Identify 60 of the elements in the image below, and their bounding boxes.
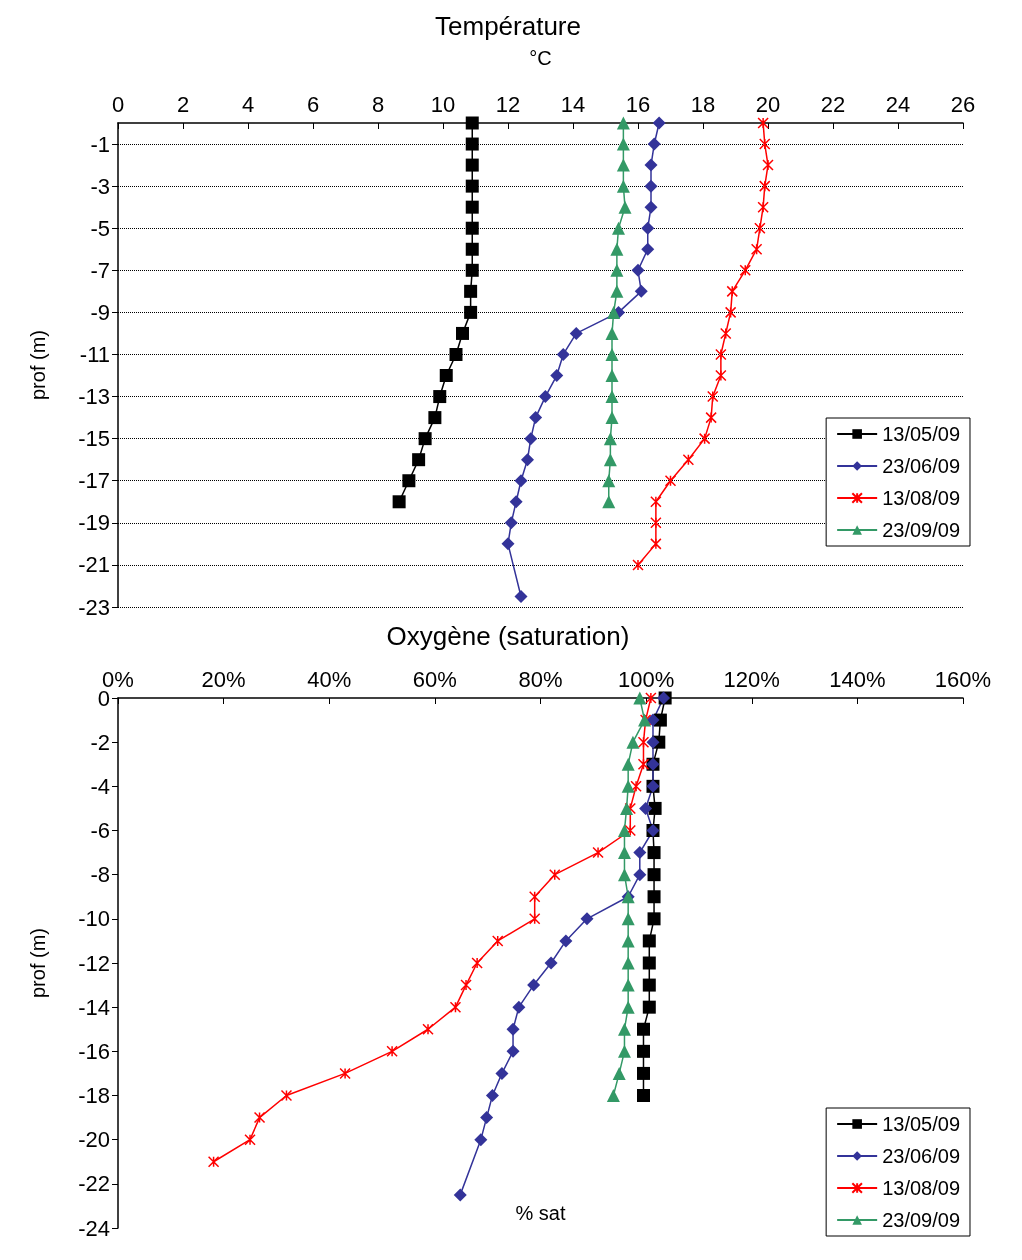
x-tick-label: 80% — [518, 666, 563, 692]
legend-label: 23/09/09 — [882, 519, 961, 541]
y-tick-label: -14 — [78, 994, 110, 1020]
y-tick-label: -2 — [90, 729, 110, 755]
x-axis-title: °C — [529, 47, 552, 69]
x-tick-label: 16 — [625, 91, 651, 117]
y-tick-label: -16 — [78, 1038, 110, 1064]
y-tick-label: -21 — [78, 552, 110, 578]
x-tick-label: 12 — [495, 91, 521, 117]
y-axis-title: prof (m) — [27, 330, 49, 400]
x-axis-title: % sat — [515, 1202, 566, 1224]
y-tick-label: -6 — [90, 818, 110, 843]
y-tick-label: -12 — [78, 950, 110, 976]
y-tick-label: -5 — [90, 215, 110, 241]
y-tick-label: -10 — [78, 906, 110, 932]
y-tick-label: -19 — [78, 510, 110, 536]
legend-label: 13/05/09 — [882, 1113, 961, 1135]
y-tick-label: -7 — [90, 257, 110, 283]
x-tick-label: 140% — [829, 666, 886, 692]
y-tick-label: -11 — [79, 341, 110, 367]
x-tick-label: 0% — [102, 666, 134, 692]
x-tick-label: 120% — [723, 666, 780, 692]
y-tick-label: -23 — [78, 594, 110, 620]
x-tick-label: 4 — [241, 91, 255, 117]
y-tick-label: -1 — [90, 131, 110, 157]
x-tick-label: 18 — [690, 91, 716, 117]
x-tick-label: 160% — [934, 666, 992, 692]
x-tick-label: 20 — [755, 91, 781, 117]
x-tick-label: 6 — [306, 91, 320, 117]
y-tick-label: -18 — [78, 1083, 110, 1108]
legend-label: 13/08/09 — [882, 487, 961, 509]
x-tick-label: 24 — [885, 91, 911, 117]
legend-label: 23/09/09 — [882, 1209, 961, 1231]
x-tick-label: 8 — [371, 91, 385, 117]
x-tick-label: 2 — [176, 91, 190, 117]
y-tick-label: -8 — [90, 862, 110, 888]
legend-label: 23/06/09 — [882, 1145, 961, 1167]
x-tick-label: 14 — [560, 91, 586, 117]
legend-label: 13/08/09 — [882, 1177, 961, 1199]
y-tick-label: -20 — [78, 1127, 110, 1153]
y-tick-label: -15 — [78, 426, 110, 452]
y-tick-label: -24 — [78, 1215, 110, 1241]
y-tick-label: -9 — [90, 299, 110, 325]
x-tick-label: 22 — [820, 91, 846, 117]
chart-title: Oxygène (saturation) — [386, 621, 630, 651]
y-tick-label: -17 — [78, 468, 110, 494]
x-tick-label: 40% — [307, 666, 352, 692]
x-tick-label: 60% — [412, 666, 457, 692]
y-axis-title: prof (m) — [27, 928, 49, 998]
x-tick-label: 20% — [201, 666, 246, 692]
x-tick-label: 100% — [617, 666, 675, 692]
y-tick-label: -4 — [90, 773, 110, 799]
x-tick-label: 26 — [950, 91, 976, 117]
chart-title: Température — [435, 11, 581, 41]
legend-label: 13/05/09 — [882, 423, 961, 445]
y-tick-label: -13 — [78, 384, 110, 410]
y-tick-label: -22 — [78, 1171, 110, 1197]
y-tick-label: -3 — [90, 173, 110, 199]
legend-label: 23/06/09 — [882, 455, 961, 477]
x-tick-label: 10 — [430, 91, 456, 117]
